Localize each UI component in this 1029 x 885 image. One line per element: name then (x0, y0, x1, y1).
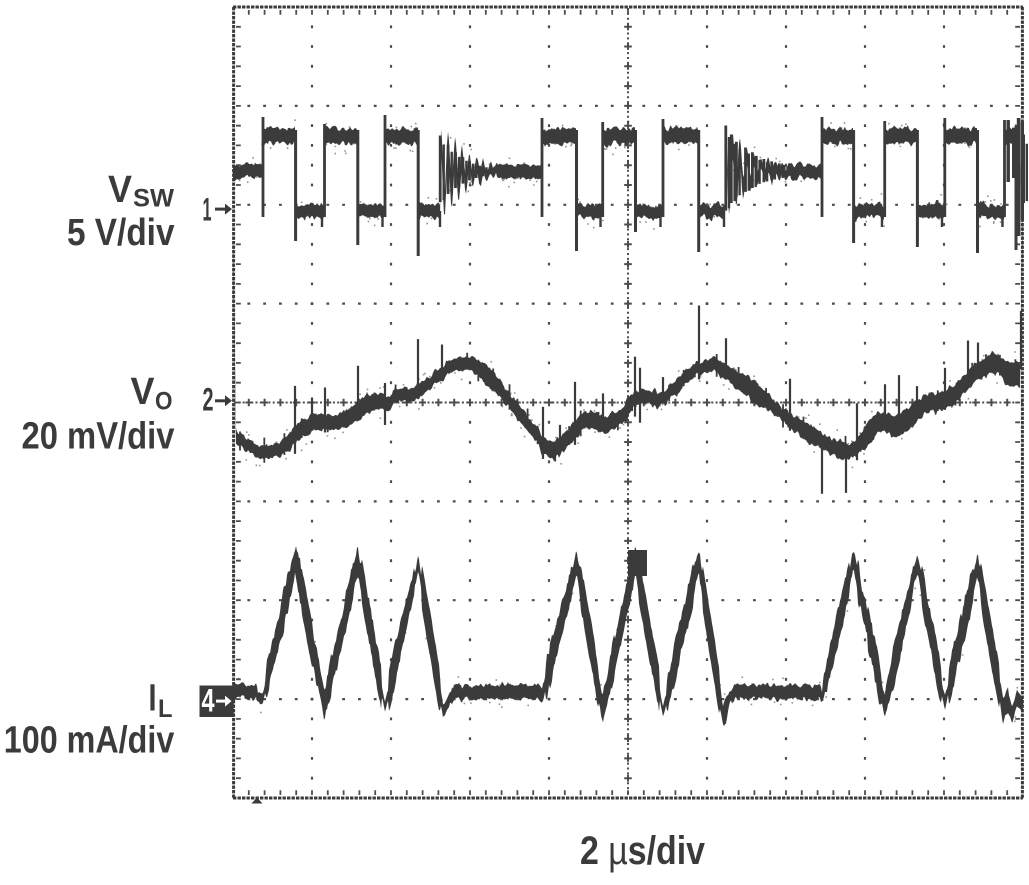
svg-text:100 mA/div: 100 mA/div (4, 720, 175, 762)
svg-text:V: V (131, 371, 156, 413)
svg-text:SW: SW (133, 185, 174, 213)
svg-text:1: 1 (203, 192, 212, 228)
svg-text:4: 4 (202, 683, 215, 719)
svg-text:L: L (158, 695, 173, 723)
svg-text:2 µs/div: 2 µs/div (580, 829, 706, 873)
svg-text:I: I (149, 678, 157, 720)
svg-text:20 mV/div: 20 mV/div (22, 416, 175, 458)
svg-text:5 V/div: 5 V/div (67, 212, 175, 254)
svg-text:O: O (155, 388, 173, 416)
svg-text:V: V (108, 169, 133, 211)
svg-text:2: 2 (203, 382, 214, 418)
